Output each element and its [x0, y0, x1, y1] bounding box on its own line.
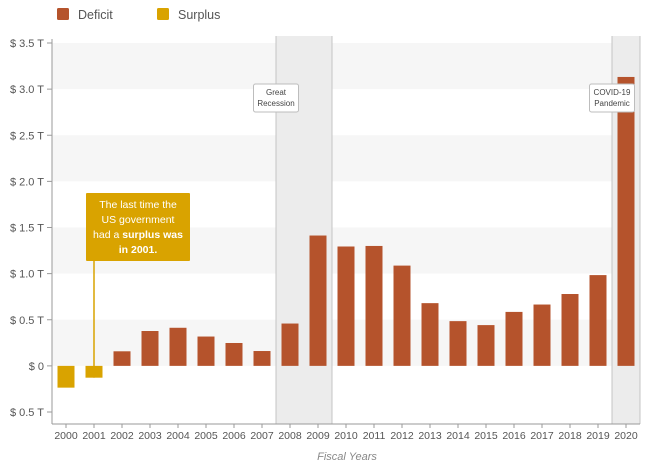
y-tick-label: $ 1.5 T — [10, 223, 44, 235]
x-tick-label: 2016 — [502, 430, 526, 442]
grid-band — [52, 43, 640, 90]
x-tick-label: 2002 — [110, 430, 134, 442]
bar-2011 — [365, 245, 383, 366]
x-tick-label: 2006 — [222, 430, 246, 442]
x-tick-label: 2000 — [54, 430, 78, 442]
x-tick-label: 2015 — [474, 430, 498, 442]
x-tick-label: 2014 — [446, 430, 470, 442]
y-tick-label: $ 2.0 T — [10, 176, 44, 188]
legend: Deficit Surplus — [57, 8, 220, 22]
surplus-callout-box — [86, 193, 190, 261]
bar-2014 — [449, 321, 467, 366]
bars — [57, 76, 635, 388]
bar-2003 — [141, 331, 159, 366]
x-tick-label: 2004 — [166, 430, 190, 442]
period-label-text: Great — [266, 88, 287, 97]
y-tick-label: $ 2.5 T — [10, 130, 44, 142]
y-tick-label: $ 0 — [29, 361, 44, 373]
bar-2009 — [309, 235, 327, 366]
bar-2004 — [169, 327, 187, 366]
x-tick-label: 2020 — [614, 430, 638, 442]
x-tick-label: 2010 — [334, 430, 358, 442]
bar-2007 — [253, 351, 271, 366]
surplus-callout-text: had a surplus was — [93, 229, 183, 241]
period-label-text: Recession — [257, 99, 294, 108]
bar-2008 — [281, 323, 299, 366]
bar-2016 — [505, 311, 523, 366]
y-tick-label: $ 1.0 T — [10, 269, 44, 281]
legend-swatch-surplus — [157, 8, 169, 20]
x-tick-label: 2003 — [138, 430, 162, 442]
x-tick-label: 2017 — [530, 430, 554, 442]
bar-2015 — [477, 325, 495, 366]
bar-2010 — [337, 246, 355, 366]
surplus-callout-segment: surplus was — [122, 229, 183, 241]
x-tick-label: 2001 — [82, 430, 106, 442]
legend-swatch-deficit — [57, 8, 69, 20]
bar-2005 — [197, 336, 215, 366]
y-axis: $ 0.5 T $ 0 $ 0.5 T $ 1.0 T $ 1.5 T $ 2.0 T $ … — [10, 38, 53, 424]
y-tick-label: $ 3.0 T — [10, 84, 44, 96]
bar-2020 — [617, 76, 635, 366]
period-label-text: COVID-19 — [594, 88, 631, 97]
period-label-box — [589, 83, 635, 113]
y-tick-label: $ 0.5 T — [10, 407, 44, 419]
bar-2019 — [589, 275, 607, 366]
bar-2006 — [225, 342, 243, 366]
bar-2012 — [393, 265, 411, 366]
bar-2002 — [113, 351, 131, 366]
surplus-callout-segment: in 2001. — [119, 244, 158, 256]
grid-band — [52, 135, 640, 182]
bar-2013 — [421, 303, 439, 366]
x-tick-label: 2011 — [363, 430, 386, 442]
x-tick-label: 2019 — [586, 430, 610, 442]
surplus-callout-segment: The last time the — [99, 199, 177, 211]
x-axis: 2000 2001 2002 2003 2004 2005 2006 2007 2008 2009… — [52, 423, 640, 442]
x-axis-title: Fiscal Years — [317, 451, 377, 463]
surplus-callout-text: in 2001. — [119, 244, 158, 256]
period-label-text: Pandemic — [594, 99, 630, 108]
surplus-callout-text: US government — [102, 214, 175, 226]
x-tick-label: 2007 — [250, 430, 274, 442]
x-tick-label: 2018 — [558, 430, 582, 442]
x-tick-label: 2009 — [306, 430, 330, 442]
x-tick-label: 2013 — [418, 430, 442, 442]
surplus-callout-segment: had a — [93, 229, 122, 241]
y-tick-label: $ 0.5 T — [10, 315, 44, 327]
period-label-box — [253, 83, 299, 113]
surplus-callout-text: The last time the — [99, 199, 177, 211]
bar-2000 — [57, 365, 75, 388]
x-tick-label: 2008 — [278, 430, 302, 442]
bar-2018 — [561, 294, 579, 366]
bar-2017 — [533, 304, 551, 366]
annotations: Great Recession COVID-19 Pandemic The last t… — [86, 83, 635, 378]
x-tick-label: 2005 — [194, 430, 218, 442]
x-tick-label: 2012 — [390, 430, 414, 442]
surplus-callout-segment: US government — [102, 214, 175, 226]
legend-label-deficit: Deficit — [78, 8, 113, 22]
legend-label-surplus: Surplus — [178, 8, 220, 22]
y-tick-label: $ 3.5 T — [10, 38, 44, 50]
